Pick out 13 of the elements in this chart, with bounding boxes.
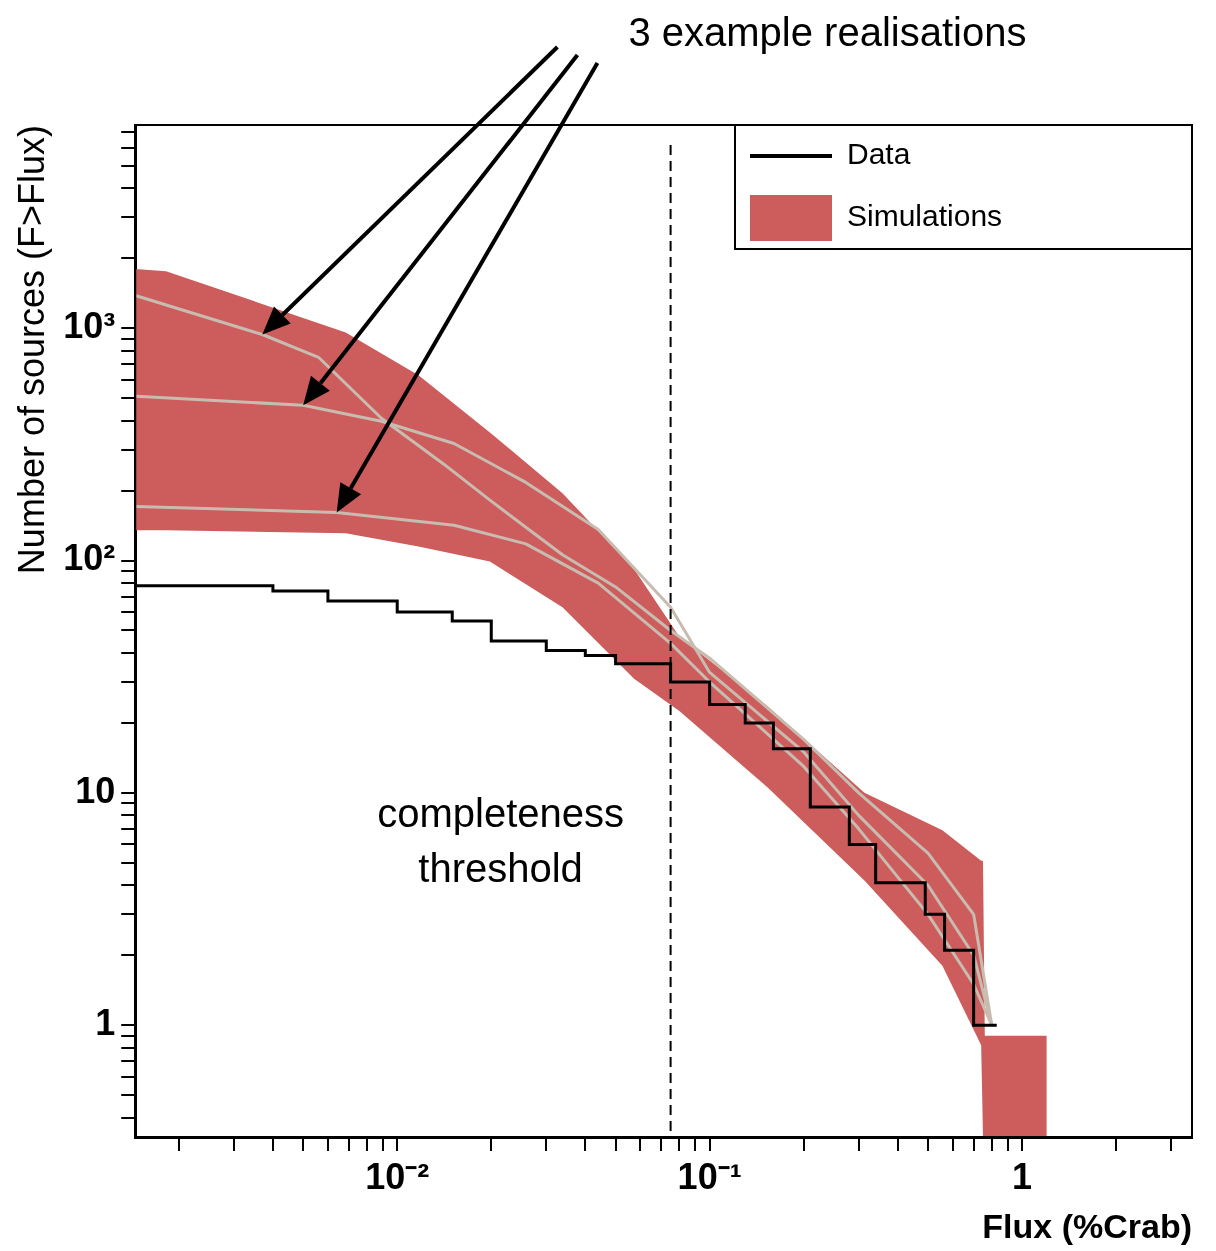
y-tick-label: 10² xyxy=(63,537,116,579)
y-tick-label: 10 xyxy=(75,769,116,811)
x-axis-title: Flux (%Crab) xyxy=(982,1206,1192,1245)
y-axis-title: Number of sources (F>Flux) xyxy=(10,125,52,575)
y-tick-label: 1 xyxy=(95,1002,116,1044)
x-tick-label: 1 xyxy=(1012,1155,1033,1197)
y-tick-label: 10³ xyxy=(63,305,116,347)
text: 3 example realisations xyxy=(628,10,1027,55)
legend-label: Simulations xyxy=(847,199,1003,233)
x-tick-label: 10⁻² xyxy=(365,1155,430,1197)
ref-line-label: completeness threshold xyxy=(377,791,624,891)
x-tick-label: 10⁻¹ xyxy=(677,1155,742,1197)
legend-label: Data xyxy=(847,137,911,171)
